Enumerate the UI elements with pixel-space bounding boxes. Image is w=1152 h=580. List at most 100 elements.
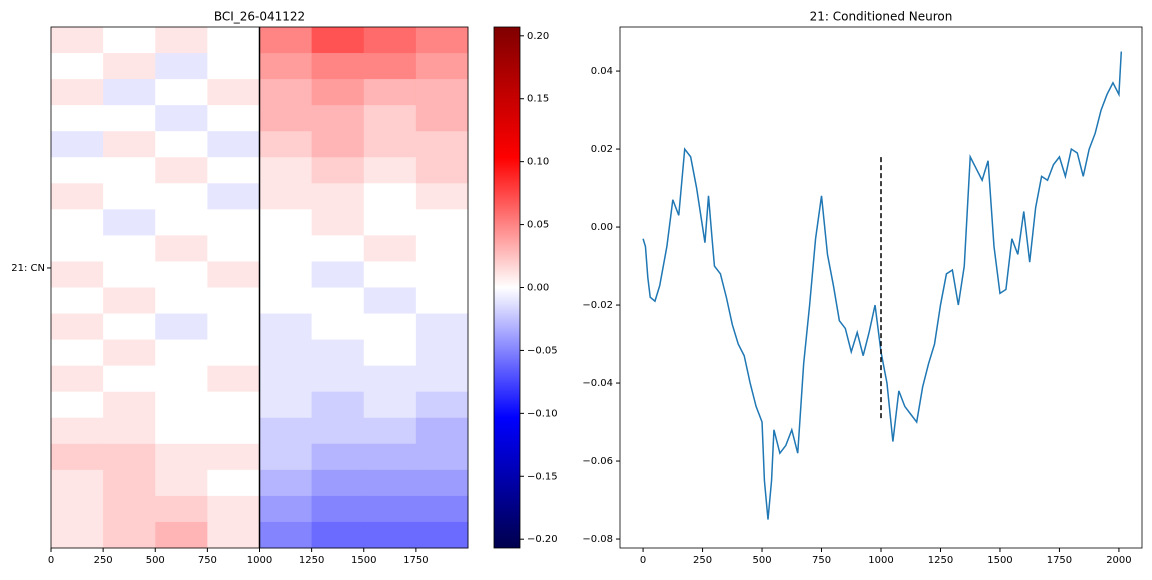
heat-cell [259, 443, 313, 471]
heat-cell [363, 105, 417, 132]
heat-cell [259, 417, 313, 445]
heat-cell [51, 313, 104, 341]
colorbar-tick-label: 0.15 [527, 94, 549, 105]
heat-cell [51, 235, 104, 262]
heat-cell [155, 183, 208, 210]
heat-cell [415, 339, 469, 367]
heat-cell [51, 261, 104, 288]
heat-cell [103, 287, 156, 315]
heat-cell [103, 105, 156, 132]
heat-cell [311, 235, 365, 262]
heat-cell [207, 339, 260, 367]
heat-cell [259, 209, 313, 236]
heat-cell [415, 27, 469, 54]
heat-cell [259, 261, 313, 288]
heat-cell [155, 365, 208, 393]
x-tick-label: 0 [48, 555, 54, 566]
heat-cell [311, 105, 365, 132]
heat-cell [259, 27, 313, 54]
heat-cell [207, 469, 260, 497]
heat-cell [311, 313, 365, 341]
heat-cell [363, 157, 417, 184]
heat-cell [51, 495, 104, 523]
heat-cell [311, 79, 365, 106]
x-tick-label: 1000 [247, 555, 272, 566]
heat-cell [363, 339, 417, 367]
heat-cell [155, 391, 208, 419]
heat-cell [207, 417, 260, 445]
heat-cell [311, 209, 365, 236]
heat-cell [363, 443, 417, 471]
colorbar-tick-label: 0.20 [527, 31, 549, 42]
heat-cell [155, 469, 208, 497]
heat-cell [363, 27, 417, 54]
heat-cell [415, 495, 469, 523]
colorbar-tick-label: 0.00 [527, 283, 549, 294]
heat-cell [155, 79, 208, 106]
heat-cell [103, 157, 156, 184]
heat-cell [311, 495, 365, 523]
heat-cell [363, 261, 417, 288]
x-tick-label: 2000 [1106, 555, 1131, 566]
colorbar [493, 26, 521, 549]
heat-cell [311, 157, 365, 184]
heat-cell [207, 131, 260, 158]
x-tick-label: 500 [146, 555, 165, 566]
heat-cell [363, 391, 417, 419]
heat-cell [311, 417, 365, 445]
heat-cell [207, 209, 260, 236]
x-tick-label: 1000 [868, 555, 893, 566]
x-tick-label: 250 [94, 555, 113, 566]
heat-cell [259, 495, 313, 523]
heat-cell [207, 443, 260, 471]
heat-cell [51, 339, 104, 367]
heat-cell [51, 79, 104, 106]
heat-cell [155, 417, 208, 445]
heat-cell [207, 287, 260, 315]
heat-cell [103, 53, 156, 80]
x-tick-label: 1250 [299, 555, 324, 566]
heat-cell [155, 53, 208, 80]
heat-cell [51, 417, 104, 445]
heat-cell [363, 79, 417, 106]
heat-cell [259, 365, 313, 393]
heat-cell [51, 521, 104, 549]
heat-cell [259, 53, 313, 80]
heat-cell [51, 53, 104, 80]
colorbar-tick-label: 0.10 [527, 157, 549, 168]
heat-cell [51, 443, 104, 471]
heat-cell [207, 391, 260, 419]
heat-cell [415, 157, 469, 184]
heat-cell [259, 235, 313, 262]
heat-cell [207, 53, 260, 80]
heat-cell [155, 495, 208, 523]
heat-cell [103, 339, 156, 367]
heat-cell [363, 235, 417, 262]
heat-cell [207, 521, 260, 549]
colorbar-tick-label: 0.05 [527, 220, 549, 231]
heat-cell [207, 365, 260, 393]
heat-cell [311, 339, 365, 367]
y-tick-label: −0.08 [582, 534, 613, 545]
heat-cell [103, 469, 156, 497]
x-tick-label: 1250 [928, 555, 953, 566]
data-line [642, 51, 1123, 520]
heat-cell [311, 183, 365, 210]
heat-cell [415, 287, 469, 315]
heat-cell [415, 131, 469, 158]
heat-cell [207, 157, 260, 184]
heat-cell [311, 131, 365, 158]
heat-cell [311, 391, 365, 419]
y-tick-label: −0.04 [582, 378, 613, 389]
heat-cell [155, 131, 208, 158]
heat-cell [155, 157, 208, 184]
heat-cell [311, 27, 365, 54]
heat-cell [259, 287, 313, 315]
heat-cell [51, 105, 104, 132]
heat-cell [155, 27, 208, 54]
x-tick-label: 1750 [1047, 555, 1072, 566]
heat-cell [51, 183, 104, 210]
heat-cell [103, 417, 156, 445]
heat-cell [155, 105, 208, 132]
x-tick-label: 1500 [351, 555, 376, 566]
